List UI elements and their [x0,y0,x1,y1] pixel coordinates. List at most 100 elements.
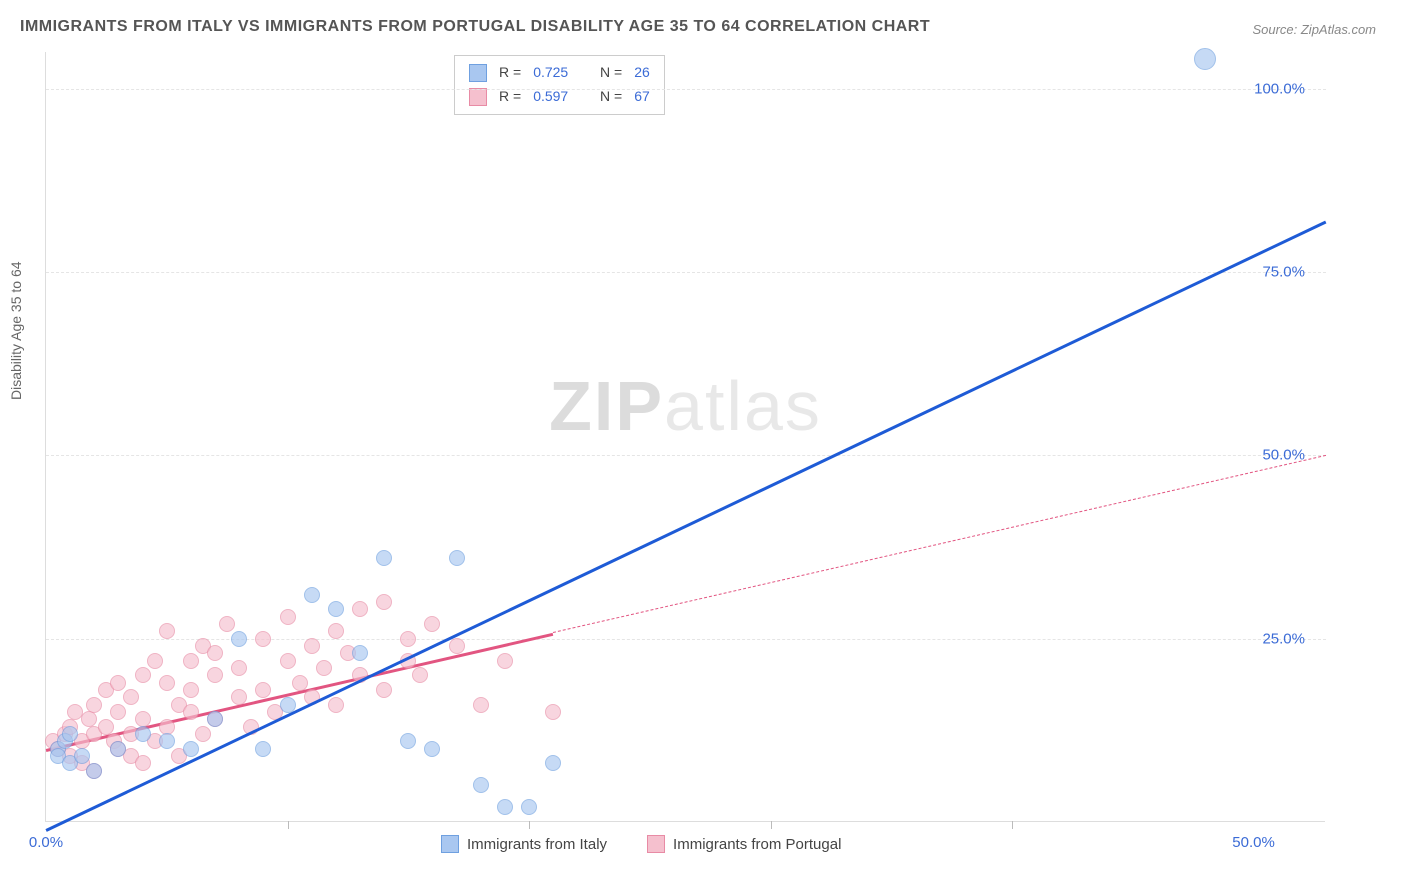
n-value-italy: 26 [634,61,650,85]
data-point-portugal [159,719,175,735]
data-point-portugal [159,675,175,691]
data-point-italy [86,763,102,779]
r-value-italy: 0.725 [533,61,568,85]
data-point-portugal [219,616,235,632]
legend-stats-row: R = 0.725 N = 26 [469,61,650,85]
legend-swatch-italy [469,64,487,82]
data-point-italy [110,741,126,757]
data-point-portugal [98,719,114,735]
data-point-portugal [352,601,368,617]
data-point-italy [376,550,392,566]
plot-area: ZIPatlas R = 0.725 N = 26 R = 0.597 N = [45,52,1325,822]
data-point-portugal [304,638,320,654]
data-point-portugal [147,653,163,669]
data-point-portugal [280,653,296,669]
data-point-italy [521,799,537,815]
chart-title: IMMIGRANTS FROM ITALY VS IMMIGRANTS FROM… [20,18,930,36]
x-tick-label: 50.0% [1232,834,1275,851]
data-point-portugal [183,704,199,720]
data-point-portugal [110,704,126,720]
data-point-portugal [135,711,151,727]
data-point-portugal [159,623,175,639]
legend-item-portugal: Immigrants from Portugal [647,835,841,853]
legend-item-italy: Immigrants from Italy [441,835,607,853]
data-point-italy [352,645,368,661]
chart-container: IMMIGRANTS FROM ITALY VS IMMIGRANTS FROM… [0,0,1406,892]
data-point-portugal [255,682,271,698]
data-point-portugal [207,667,223,683]
data-point-portugal [412,667,428,683]
data-point-italy [424,741,440,757]
gridline-h [46,455,1326,456]
data-point-italy [280,697,296,713]
data-point-portugal [497,653,513,669]
data-point-portugal [280,609,296,625]
data-point-italy [328,601,344,617]
data-point-portugal [81,711,97,727]
data-point-portugal [400,631,416,647]
legend-swatch-italy [441,835,459,853]
y-tick-label: 75.0% [1262,264,1305,281]
data-point-portugal [424,616,440,632]
data-point-portugal [135,755,151,771]
x-tick [1012,821,1013,829]
x-tick [288,821,289,829]
data-point-portugal [195,726,211,742]
data-point-italy [255,741,271,757]
source-citation: Source: ZipAtlas.com [1252,22,1376,37]
data-point-portugal [328,623,344,639]
data-point-italy [62,726,78,742]
y-tick-label: 100.0% [1254,80,1305,97]
x-tick [771,821,772,829]
data-point-italy [304,587,320,603]
data-point-portugal [207,645,223,661]
watermark: ZIPatlas [549,366,822,446]
data-point-portugal [449,638,465,654]
data-point-italy [74,748,90,764]
data-point-italy [183,741,199,757]
data-point-italy [497,799,513,815]
trend-line-italy [45,221,1326,832]
legend-label-portugal: Immigrants from Portugal [673,836,841,853]
data-point-italy [207,711,223,727]
data-point-portugal [255,631,271,647]
data-point-portugal [545,704,561,720]
data-point-portugal [292,675,308,691]
legend-stats: R = 0.725 N = 26 R = 0.597 N = 67 [454,55,665,115]
data-point-italy [473,777,489,793]
y-tick-label: 25.0% [1262,630,1305,647]
data-point-portugal [123,689,139,705]
gridline-h [46,89,1326,90]
data-point-italy [135,726,151,742]
data-point-portugal [473,697,489,713]
data-point-portugal [183,653,199,669]
chart-area: ZIPatlas R = 0.725 N = 26 R = 0.597 N = [45,52,1325,822]
data-point-italy-outlier [1194,48,1216,70]
n-label: N = [600,61,622,85]
data-point-italy [400,733,416,749]
r-label: R = [499,61,521,85]
watermark-zip: ZIP [549,367,664,445]
legend-swatch-portugal [647,835,665,853]
data-point-portugal [376,682,392,698]
watermark-atlas: atlas [664,367,822,445]
legend-swatch-portugal [469,88,487,106]
data-point-portugal [376,594,392,610]
x-tick-label: 0.0% [29,834,63,851]
x-tick [529,821,530,829]
data-point-portugal [231,689,247,705]
gridline-h [46,272,1326,273]
data-point-portugal [328,697,344,713]
data-point-portugal [231,660,247,676]
data-point-portugal [110,675,126,691]
data-point-italy [159,733,175,749]
y-axis-label: Disability Age 35 to 64 [8,261,24,400]
data-point-italy [449,550,465,566]
data-point-portugal [316,660,332,676]
data-point-portugal [183,682,199,698]
data-point-italy [231,631,247,647]
data-point-portugal [135,667,151,683]
legend-label-italy: Immigrants from Italy [467,836,607,853]
data-point-italy [545,755,561,771]
data-point-portugal [86,697,102,713]
